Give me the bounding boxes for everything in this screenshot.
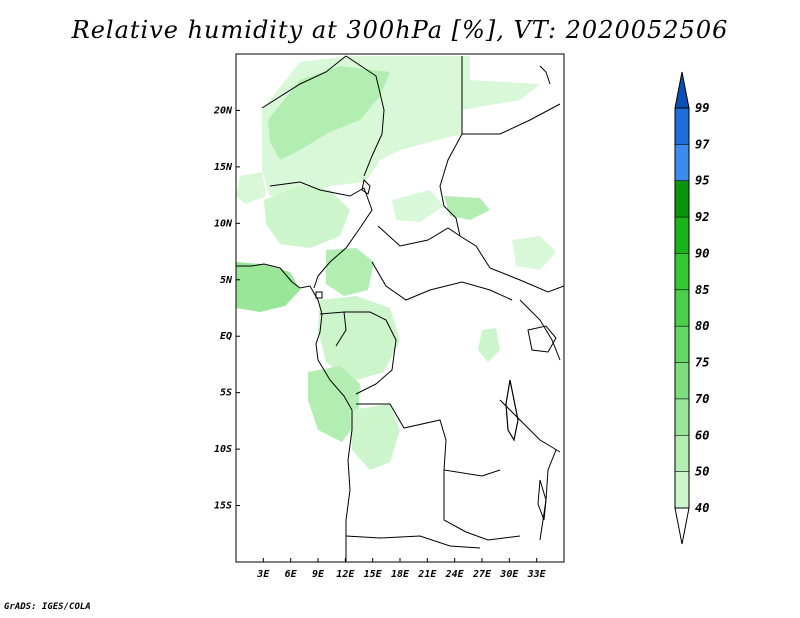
border-cameroon — [313, 187, 373, 289]
lat-tick-label: 15N — [214, 162, 233, 173]
lon-tick-label: 30E — [499, 569, 519, 580]
humidity-patch-gulf — [236, 262, 300, 312]
colorbar-segment — [675, 217, 689, 254]
lat-tick-label: EQ — [220, 331, 232, 342]
lon-tick-label: 24E — [445, 569, 465, 580]
colorbar-segment — [675, 144, 689, 181]
colorbar-segment — [675, 435, 689, 472]
coastlines-and-borders — [236, 55, 564, 562]
lon-tick-label: 12E — [336, 569, 355, 580]
colorbar-segment — [675, 471, 689, 508]
colorbar-arrow-high — [674, 71, 690, 109]
lat-tick-label: 15S — [214, 501, 232, 512]
border-mali-niger — [261, 55, 347, 109]
border-libya-niger — [345, 55, 385, 177]
lon-tick-label: 3E — [256, 569, 270, 580]
humidity-patch-sahara-core — [268, 66, 390, 160]
colorbar-label: 92 — [695, 210, 709, 224]
colorbar-label: 60 — [695, 428, 709, 442]
colorbar-label: 90 — [695, 246, 709, 260]
coast-east — [539, 449, 557, 541]
lon-tick-label: 6E — [285, 569, 298, 580]
border-niger-nigeria — [269, 181, 365, 197]
border-sudan-ethiopia — [462, 103, 561, 135]
humidity-patch-lakes — [478, 328, 500, 362]
colorbar-segment — [675, 180, 689, 218]
colorbar: 40 50 60 70 75 80 85 90 92 95 97 99 — [674, 71, 710, 545]
colorbar-segment — [675, 289, 689, 327]
humidity-patch-nigeria — [264, 186, 350, 248]
lat-tick-label: 5N — [220, 275, 233, 286]
border-south-sudan — [489, 267, 564, 293]
colorbar-segment — [675, 398, 689, 436]
border-uganda-kenya — [519, 299, 561, 361]
grads-credit: GrADS: IGES/COLA — [4, 602, 91, 612]
humidity-patch-cameroon — [326, 248, 374, 296]
lat-tick-label: 20N — [213, 105, 233, 116]
lake-victoria — [527, 325, 557, 353]
humidity-patch-chad — [444, 196, 490, 220]
humidity-patch-west — [236, 172, 266, 204]
figure-title: Relative humidity at 300hPa [%], VT: 202… — [71, 16, 729, 44]
lat-tick-label: 10S — [214, 444, 232, 455]
humidity-patch-congo — [318, 296, 400, 382]
latitude-axis: 20N 15N 10N 5N EQ 5S 10S 15S — [213, 105, 240, 512]
border-angola-zambia — [443, 470, 521, 541]
humidity-patch-east — [512, 236, 556, 270]
colorbar-label: 85 — [695, 283, 709, 297]
colorbar-segment — [675, 326, 689, 363]
colorbar-segment — [675, 108, 689, 145]
colorbar-segment — [675, 362, 689, 399]
colorbar-arrow-low — [674, 507, 690, 545]
lat-tick-label: 5S — [220, 388, 232, 399]
coastline-west-africa — [236, 263, 353, 562]
humidity-patch-angola-coast — [308, 366, 360, 442]
longitude-axis: 3E 6E 9E 12E 15E 18E 21E 24E 27E 30E 33E — [256, 558, 547, 580]
border-congo — [344, 311, 397, 395]
humidity-patch-sudan — [392, 190, 444, 222]
lon-tick-label: 9E — [312, 569, 325, 580]
border-tanzania — [499, 399, 561, 453]
lake-tanganyika — [505, 379, 519, 442]
lon-tick-label: 21E — [417, 569, 437, 580]
colorbar-label: 70 — [695, 392, 709, 406]
border-drc-angola — [356, 403, 501, 477]
colorbar-label: 99 — [695, 101, 709, 115]
lon-tick-label: 33E — [527, 569, 547, 580]
lon-tick-label: 18E — [391, 569, 410, 580]
colorbar-label: 50 — [695, 465, 709, 479]
border-chad-car — [377, 225, 491, 269]
colorbar-label: 40 — [695, 501, 709, 515]
border-gabon — [319, 311, 347, 347]
colorbar-label: 75 — [695, 356, 709, 370]
border-car-drc — [371, 261, 513, 301]
lon-tick-label: 15E — [364, 569, 383, 580]
lake-chad — [361, 178, 371, 195]
lake-malawi — [537, 479, 547, 521]
lon-tick-label: 27E — [472, 569, 492, 580]
colorbar-label: 95 — [695, 174, 709, 188]
humidity-shading — [236, 56, 556, 470]
colorbar-label: 97 — [695, 137, 710, 151]
bioko-island — [315, 291, 323, 299]
colorbar-label: 80 — [695, 319, 709, 333]
coast-northeast — [539, 65, 551, 85]
colorbar-segment — [675, 253, 689, 290]
lat-tick-label: 10N — [214, 218, 233, 229]
humidity-patch-angola-inland — [350, 404, 400, 470]
border-namibia — [345, 535, 481, 549]
